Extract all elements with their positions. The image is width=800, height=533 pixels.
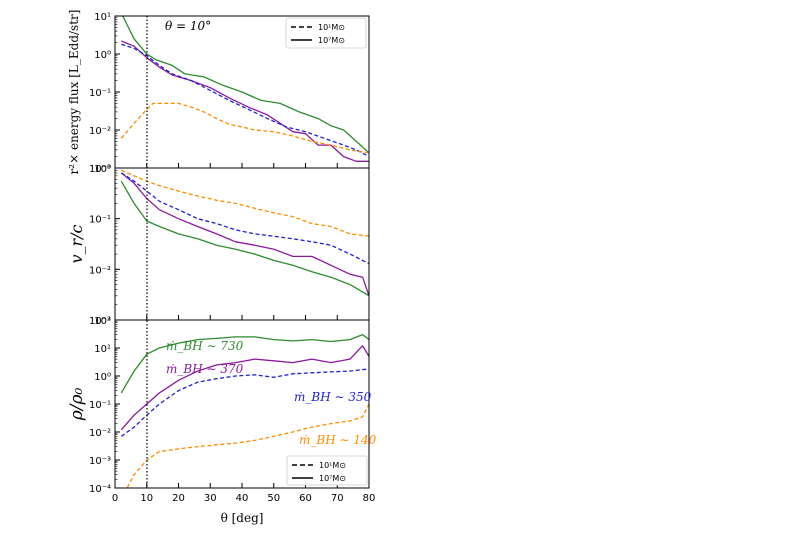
y-tick-label: 10⁻⁴ <box>89 484 111 495</box>
legend-top: 10¹M⊙ 10⁷M⊙ <box>285 17 367 49</box>
y-tick-label: 10¹ <box>94 12 111 23</box>
panel-frame <box>114 167 370 321</box>
x-tick-label: 20 <box>172 493 185 504</box>
panel-frame <box>114 319 370 489</box>
y-tick-label: 10⁻³ <box>89 164 111 175</box>
y-tick-label: 10⁰ <box>94 164 111 175</box>
x-tick-label: 30 <box>204 493 217 504</box>
x-tick-label: 50 <box>267 493 280 504</box>
series-line <box>122 16 369 154</box>
y-tick-label: 10⁰ <box>94 372 111 383</box>
mdot-annotation-green: ṁ_BH ∼ 730 <box>166 339 244 353</box>
y-tick-label: 10⁻² <box>89 428 111 439</box>
series-line <box>121 40 369 162</box>
mdot-annotation-blue: ṁ_BH ∼ 350 <box>294 390 372 404</box>
x-tick-label: 10 <box>140 493 153 504</box>
legend-bottom: 10¹M⊙ 10⁷M⊙ <box>286 455 368 486</box>
series-line <box>120 333 369 394</box>
y-tick-label: 10⁻¹ <box>89 88 111 99</box>
y-tick-label: 10⁰ <box>94 50 111 61</box>
y-tick-label: 10¹ <box>94 344 111 355</box>
y-tick-label: 10⁻¹ <box>89 215 111 226</box>
x-tick-label: 80 <box>363 493 376 504</box>
y-axis-label-density: ρ/ρ₀ <box>67 388 87 422</box>
panel-density: 10⁻⁴ 10⁻³ 10⁻² 10⁻¹ 10⁰ 10¹ 10² 0 10 20 30 40 50 60 70… <box>89 316 375 504</box>
legend-entry: 10⁷M⊙ <box>318 36 345 45</box>
mdot-annotation-orange: ṁ_BH ∼ 140 <box>299 433 377 447</box>
series-line <box>121 169 369 237</box>
y-axis-label-energy-flux: r²× energy flux [L_Edd/str] <box>67 10 81 175</box>
series-line <box>120 172 369 265</box>
series-line <box>126 403 369 488</box>
legend-entry: 10¹M⊙ <box>318 23 345 32</box>
x-tick-label: 60 <box>299 493 312 504</box>
series-line <box>120 368 369 437</box>
x-tick-label: 70 <box>331 493 344 504</box>
y-tick-label: 10⁻³ <box>89 456 111 467</box>
y-tick-label: 10² <box>94 316 111 327</box>
panel-energy-flux: 10⁻³ 10⁻² 10⁻¹ 10⁰ 10¹ <box>89 12 370 175</box>
legend-entry: 10¹M⊙ <box>319 461 346 470</box>
x-tick-label: 0 <box>112 493 118 504</box>
panel-velocity: 10⁻³ 10⁻² 10⁻¹ 10⁰ <box>89 164 370 327</box>
y-axis-label-velocity: v_r/c <box>67 224 86 263</box>
x-axis-label: θ [deg] <box>221 511 264 525</box>
theta-annotation: θ = 10° <box>165 19 211 33</box>
mdot-annotation-purple: ṁ_BH ∼ 370 <box>166 362 244 376</box>
series-line <box>120 172 369 297</box>
y-tick-label: 10⁻³ <box>89 316 111 327</box>
y-tick-label: 10⁻² <box>89 126 111 137</box>
series-line <box>120 180 369 297</box>
y-tick-label: 10⁻² <box>89 265 111 276</box>
series-line <box>120 345 369 431</box>
x-tick-label: 40 <box>236 493 249 504</box>
legend-entry: 10⁷M⊙ <box>319 474 346 483</box>
series-line <box>120 102 369 154</box>
series-line <box>121 43 369 158</box>
y-tick-label: 10⁻¹ <box>89 400 111 411</box>
